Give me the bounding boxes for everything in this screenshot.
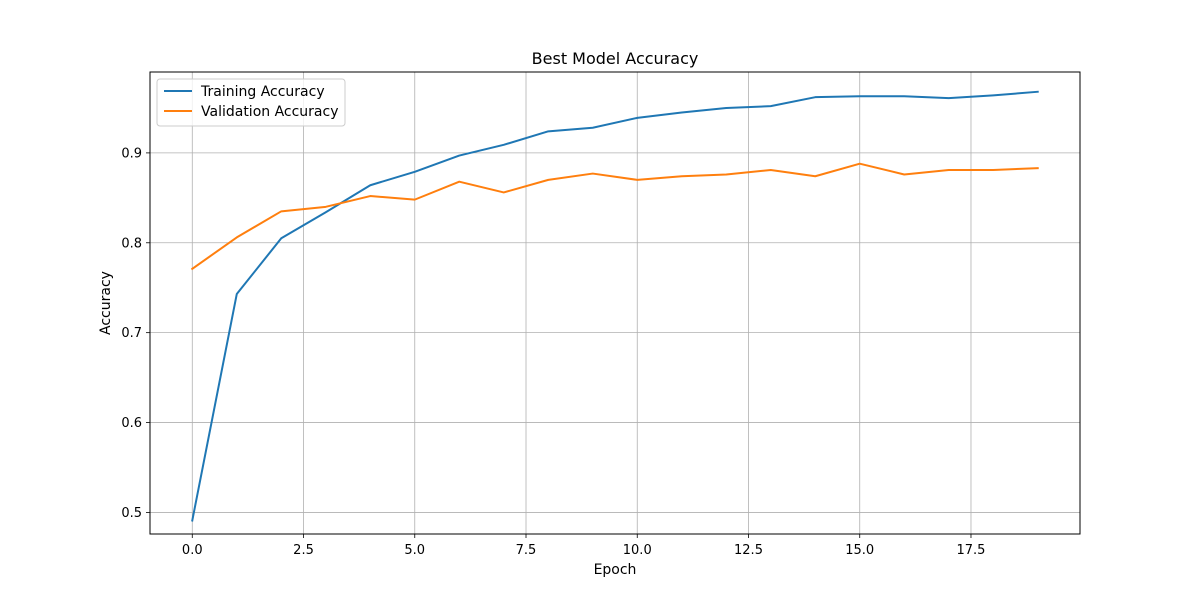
- y-axis-label: Accuracy: [98, 271, 114, 335]
- axis-ticks: 0.0 2.5 5.0 7.5 10.0 12.5 15.0 17.5 0.5 0.6 0.7 0.8…: [121, 146, 985, 558]
- validation-accuracy-line: [190, 162, 1039, 271]
- x-tick-label: 17.5: [957, 543, 986, 558]
- y-tick-label: 0.6: [121, 416, 142, 431]
- legend-label-training: Training Accuracy: [200, 84, 325, 100]
- chart-title: Best Model Accuracy: [532, 49, 699, 68]
- x-tick-label: 15.0: [845, 543, 874, 558]
- x-tick-label: 12.5: [734, 543, 763, 558]
- x-tick-label: 2.5: [293, 543, 314, 558]
- y-tick-label: 0.9: [121, 146, 142, 161]
- x-tick-label: 0.0: [182, 543, 203, 558]
- y-tick-label: 0.8: [121, 236, 142, 251]
- y-tick-label: 0.7: [121, 326, 142, 341]
- grid: [150, 72, 1080, 534]
- x-tick-label: 5.0: [404, 543, 425, 558]
- legend: Training Accuracy Validation Accuracy: [156, 78, 346, 127]
- x-axis-label: Epoch: [594, 562, 637, 578]
- training-accuracy-line: [191, 90, 1039, 522]
- x-tick-label: 10.0: [623, 543, 652, 558]
- y-tick-label: 0.5: [121, 506, 142, 521]
- legend-box: [156, 78, 346, 127]
- plot-frame: [149, 71, 1081, 535]
- x-tick-label: 7.5: [516, 543, 537, 558]
- legend-label-validation: Validation Accuracy: [201, 104, 339, 120]
- series-lines: [190, 90, 1039, 522]
